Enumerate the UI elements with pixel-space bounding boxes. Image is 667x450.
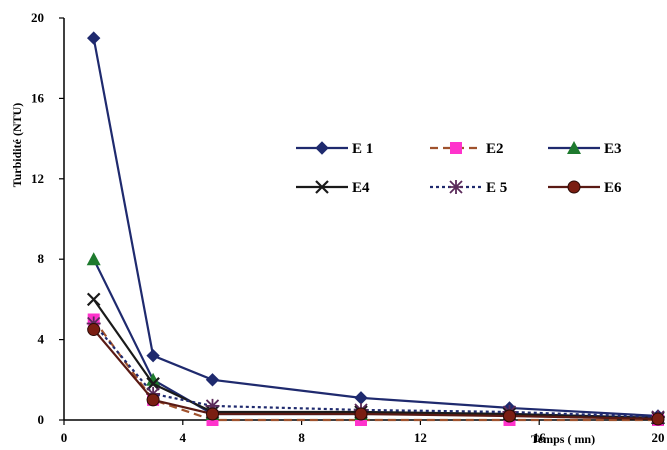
legend-marker [315, 180, 329, 194]
data-point [651, 412, 665, 426]
series-2 [87, 313, 664, 426]
legend-item: E3 [548, 141, 622, 157]
legend-marker [450, 142, 462, 154]
legend-marker [567, 180, 581, 194]
legend: E 1 E2 E3 E4 E 5 E6 [296, 141, 622, 196]
legend-item: E6 [548, 180, 622, 196]
legend-label: E3 [604, 141, 622, 157]
legend-item: E2 [430, 141, 504, 157]
x-tick-label: 12 [414, 430, 427, 445]
legend-item: E 5 [430, 180, 507, 196]
data-point [86, 31, 101, 45]
data-point [86, 252, 101, 266]
x-tick-label: 20 [652, 430, 665, 445]
x-tick-label: 16 [533, 430, 547, 445]
x-axis-title: Temps ( mn) [531, 432, 595, 446]
x-tick-label: 4 [180, 430, 187, 445]
series-line [92, 258, 659, 420]
data-point [146, 372, 161, 386]
x-tick-label: 0 [61, 430, 68, 445]
y-tick-label: 4 [38, 332, 45, 347]
legend-item: E4 [296, 180, 370, 196]
y-tick-label: 8 [38, 251, 45, 266]
data-point [206, 407, 219, 421]
data-point [87, 323, 101, 337]
series-line [92, 322, 659, 419]
data-point [146, 393, 160, 407]
series-line [92, 37, 659, 418]
y-axis-title: Turbidité (NTU) [10, 103, 24, 188]
y-tick-label: 16 [31, 90, 45, 105]
series-line [92, 298, 659, 420]
data-point [86, 292, 101, 307]
y-tick-label: 20 [31, 10, 44, 25]
legend-marker [567, 141, 581, 154]
legend-label: E2 [486, 141, 504, 157]
data-point [205, 373, 220, 387]
legend-item: E 1 [296, 141, 373, 157]
legend-label: E 1 [352, 141, 373, 157]
legend-label: E 5 [486, 180, 507, 196]
series-line [92, 328, 659, 421]
y-tick-label: 12 [31, 171, 44, 186]
data-point [503, 409, 516, 423]
data-point [146, 348, 160, 363]
axes: 0 4 8 12 16 20 0 4 8 12 16 20 [31, 10, 665, 445]
series-6 [87, 323, 665, 426]
data-point [354, 391, 368, 405]
data-point [354, 407, 368, 421]
legend-label: E6 [604, 180, 622, 196]
x-tick-label: 8 [298, 430, 305, 445]
legend-marker [449, 180, 463, 194]
series-1 [86, 31, 665, 423]
series-layer [86, 31, 665, 426]
data-point [205, 398, 220, 413]
y-tick-label: 0 [38, 412, 45, 427]
legend-label: E4 [352, 180, 370, 196]
legend-marker [315, 141, 329, 155]
